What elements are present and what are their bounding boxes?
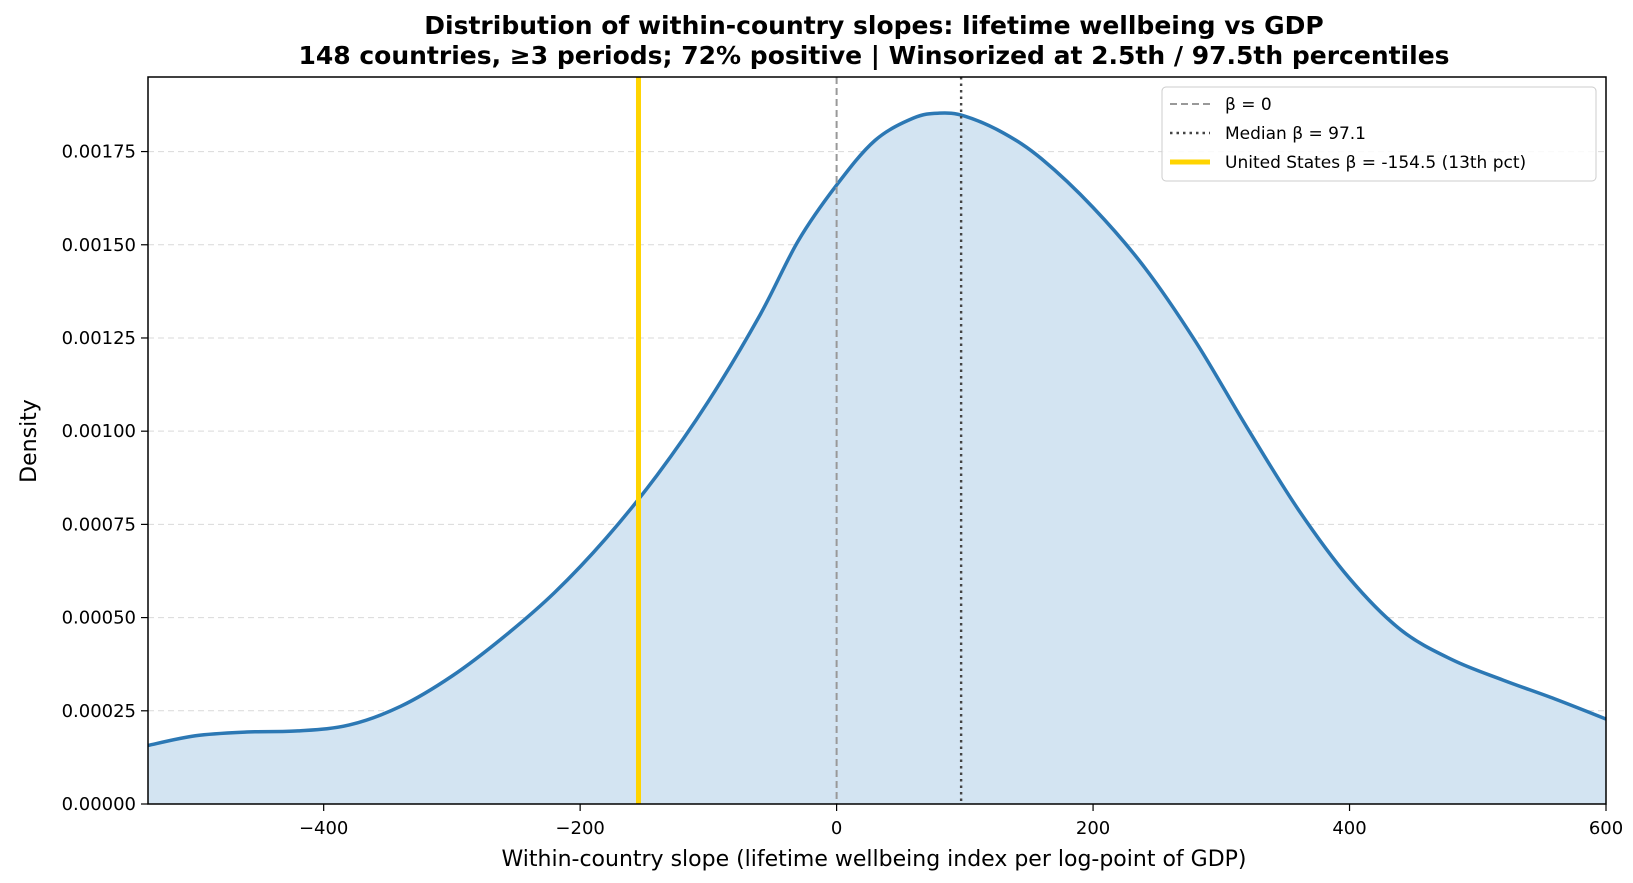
plot-frame (147, 76, 1607, 805)
density-curve (147, 111, 1607, 748)
x-axis-label: Within-country slope (lifetime wellbeing… (502, 847, 1247, 872)
y-tick-label: 0.00000 (62, 794, 136, 815)
y-axis-ticks: 0.00000 0.00025 0.00050 0.00075 0.00100 0.001… (62, 142, 148, 815)
y-tick-label: 0.00050 (62, 608, 136, 629)
x-tick-label: 400 (1332, 818, 1366, 839)
x-tick-label: −400 (299, 818, 348, 839)
x-tick-label: 200 (1076, 818, 1110, 839)
y-tick-label: 0.00100 (62, 421, 136, 442)
y-tick-label: 0.00075 (62, 514, 136, 535)
reference-lines (635, 77, 963, 804)
chart-subtitle: 148 countries, ≥3 periods; 72% positive … (298, 41, 1449, 70)
legend-box (1161, 86, 1597, 182)
x-axis-ticks: −400 −200 0 200 400 600 (299, 804, 1623, 839)
legend-entry: Median β = 97.1 (1225, 124, 1366, 144)
y-tick-label: 0.00025 (62, 701, 136, 722)
legend-entry: United States β = -154.5 (13th pct) (1225, 153, 1526, 173)
legend: β = 0 Median β = 97.1 United States β = -1… (1161, 86, 1597, 182)
y-tick-label: 0.00175 (62, 142, 136, 163)
chart-title: Distribution of within-country slopes: l… (424, 11, 1323, 40)
density-fill (148, 113, 1606, 805)
y-axis-label: Density (17, 399, 42, 483)
x-tick-label: 600 (1589, 818, 1623, 839)
x-tick-label: 0 (831, 818, 842, 839)
plot-area (147, 111, 1607, 805)
x-tick-label: −200 (555, 818, 604, 839)
legend-entry: β = 0 (1225, 95, 1272, 115)
y-tick-label: 0.00125 (62, 328, 136, 349)
y-tick-label: 0.00150 (62, 235, 136, 256)
